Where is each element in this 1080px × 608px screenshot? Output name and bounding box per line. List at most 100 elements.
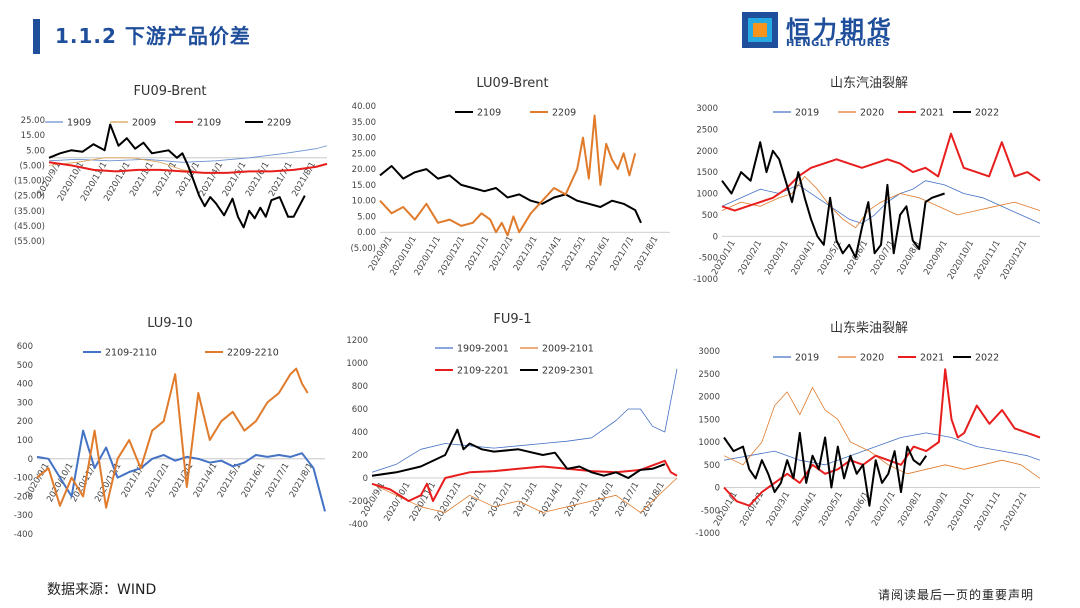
legend-label: 2109 <box>477 108 501 119</box>
y-tick-label: 5.00 <box>26 146 45 156</box>
y-tick-label: 0 <box>363 474 368 484</box>
legend-label: 2109 <box>197 118 221 129</box>
chart-title: 山东柴油裂解 <box>830 321 908 336</box>
chart-title: FU09-Brent <box>133 84 206 99</box>
y-tick-label: -500 <box>699 254 718 264</box>
y-tick-label: 600 <box>17 342 33 352</box>
y-tick-label: -200 <box>14 492 33 502</box>
legend-label: 1909 <box>67 118 91 129</box>
series-line-2019 <box>723 432 1041 466</box>
y-tick-label: 25.00 <box>352 149 376 159</box>
y-tick-label: 300 <box>17 398 33 408</box>
series-line-2022 <box>723 431 928 507</box>
chart-sd-gasoline-crack: 山东汽油裂解 3000 2500 2000 1500 1000 500 0 -500 -1000 2… <box>688 72 1050 297</box>
y-tick-label: 400 <box>17 380 33 390</box>
y-tick-label: (35.00) <box>14 207 45 217</box>
series-line-1909 <box>48 145 328 163</box>
series-line-2209-2210 <box>36 367 309 509</box>
y-tick-label: 2500 <box>696 125 718 135</box>
legend-label: 2021 <box>920 353 944 364</box>
data-source-note: 数据来源：WIND <box>47 582 157 598</box>
legend-label: 2020 <box>860 108 884 119</box>
y-tick-label: -1000 <box>695 529 720 539</box>
y-tick-label: 100 <box>17 436 33 446</box>
y-tick-label: 15.00 <box>21 131 45 141</box>
series-line-2209 <box>48 123 306 229</box>
y-tick-label: 0 <box>715 484 720 494</box>
x-tick-label: 2020/9/1 <box>922 239 950 277</box>
x-tick-label: 2020/11/1 <box>973 490 1003 533</box>
x-tick-label: 2021/8/1 <box>639 481 667 519</box>
y-tick-label: 400 <box>352 428 368 438</box>
y-tick-label: -300 <box>14 511 33 521</box>
x-tick-label: 2020/2/1 <box>738 490 766 528</box>
series-line-2020 <box>723 387 1041 479</box>
y-tick-label: 20.00 <box>352 165 376 175</box>
y-tick-label: -400 <box>349 520 368 530</box>
chart-title: FU9-1 <box>493 312 531 327</box>
y-tick-label: 500 <box>704 461 720 471</box>
legend-label: 2019 <box>795 353 819 364</box>
series-line-2022 <box>721 141 945 259</box>
y-tick-label: 0 <box>28 455 33 465</box>
x-tick-label: 2020/5/1 <box>817 490 845 528</box>
x-tick-label: 2020/12/1 <box>999 490 1029 533</box>
y-tick-label: -1000 <box>693 275 718 285</box>
x-tick-label: 2021/8/1 <box>633 235 661 273</box>
legend-label: 2209 <box>552 108 576 119</box>
series-line-2109-2110 <box>36 429 326 512</box>
series-line-2009-2101 <box>371 477 678 513</box>
y-tick-label: 0.00 <box>357 228 376 238</box>
x-tick-label: 2020/3/1 <box>765 490 793 528</box>
y-tick-label: 1500 <box>698 415 720 425</box>
x-tick-label: 2020/3/1 <box>763 239 791 277</box>
y-tick-label: 500 <box>702 211 718 221</box>
legend-label: 1909-2001 <box>457 344 509 355</box>
y-tick-label: (5.00) <box>350 244 376 254</box>
y-tick-label: 15.00 <box>352 181 376 191</box>
x-tick-label: 2021/6/1 <box>588 481 616 519</box>
legend-label: 2020 <box>860 353 884 364</box>
x-tick-label: 2021/3/1 <box>512 481 540 519</box>
y-tick-label: 5.00 <box>357 212 376 222</box>
y-tick-label: 10.00 <box>352 197 376 207</box>
x-tick-label: 2021/4/1 <box>537 481 565 519</box>
chart-fu9-1: FU9-1 1200 1000 800 600 400 200 0 -200 -400 2020/9… <box>340 308 685 556</box>
y-tick-label: -100 <box>14 474 33 484</box>
series-line-1909-2001 <box>371 368 678 473</box>
x-tick-label: 2021/2/1 <box>487 481 515 519</box>
series-line-2020 <box>721 176 1041 229</box>
legend-label: 2022 <box>975 353 999 364</box>
x-tick-label: 2020/12/1 <box>999 239 1029 282</box>
x-tick-label: 2020/8/1 <box>896 490 924 528</box>
y-tick-label: 2500 <box>698 370 720 380</box>
x-tick-label: 2020/10/1 <box>946 239 976 282</box>
legend-label: 2209 <box>267 118 291 129</box>
y-tick-label: 2000 <box>696 147 718 157</box>
x-tick-label: 2020/5/1 <box>816 239 844 277</box>
hengli-logo: 恒力期货 HENGLI FUTURES <box>742 12 912 52</box>
series-line-2109-2201 <box>371 459 678 502</box>
legend-label: 2021 <box>920 108 944 119</box>
series-line-2021 <box>723 368 1041 507</box>
legend-label: 2109-2110 <box>105 348 157 359</box>
y-tick-label: 0 <box>713 232 718 242</box>
chart-fu09-brent: FU09-Brent 25.00 15.00 5.00 (5.00) (15.00) (25… <box>5 78 335 303</box>
y-tick-label: -200 <box>349 497 368 507</box>
title-accent-bar <box>33 19 40 54</box>
x-tick-label: 2020/4/1 <box>790 239 818 277</box>
x-tick-label: 2020/2/1 <box>737 239 765 277</box>
y-tick-label: 30.00 <box>352 134 376 144</box>
series-line-2109 <box>379 165 642 224</box>
y-tick-label: 1000 <box>346 359 368 369</box>
y-tick-label: -500 <box>701 506 720 516</box>
series-line-2209 <box>379 114 637 237</box>
y-tick-label: (45.00) <box>14 222 45 232</box>
legend-label: 2022 <box>975 108 999 119</box>
legend-label: 2019 <box>795 108 819 119</box>
y-tick-label: 600 <box>352 405 368 415</box>
chart-lu09-brent: LU09-Brent 40.00 35.00 30.00 25.00 20.00 15.00… <box>340 70 685 295</box>
y-tick-label: 200 <box>352 451 368 461</box>
series-line-2021 <box>721 132 1041 212</box>
chart-lu9-10: LU9-10 600 500 400 300 200 100 0 -100 -200 -300 -40… <box>5 312 335 574</box>
